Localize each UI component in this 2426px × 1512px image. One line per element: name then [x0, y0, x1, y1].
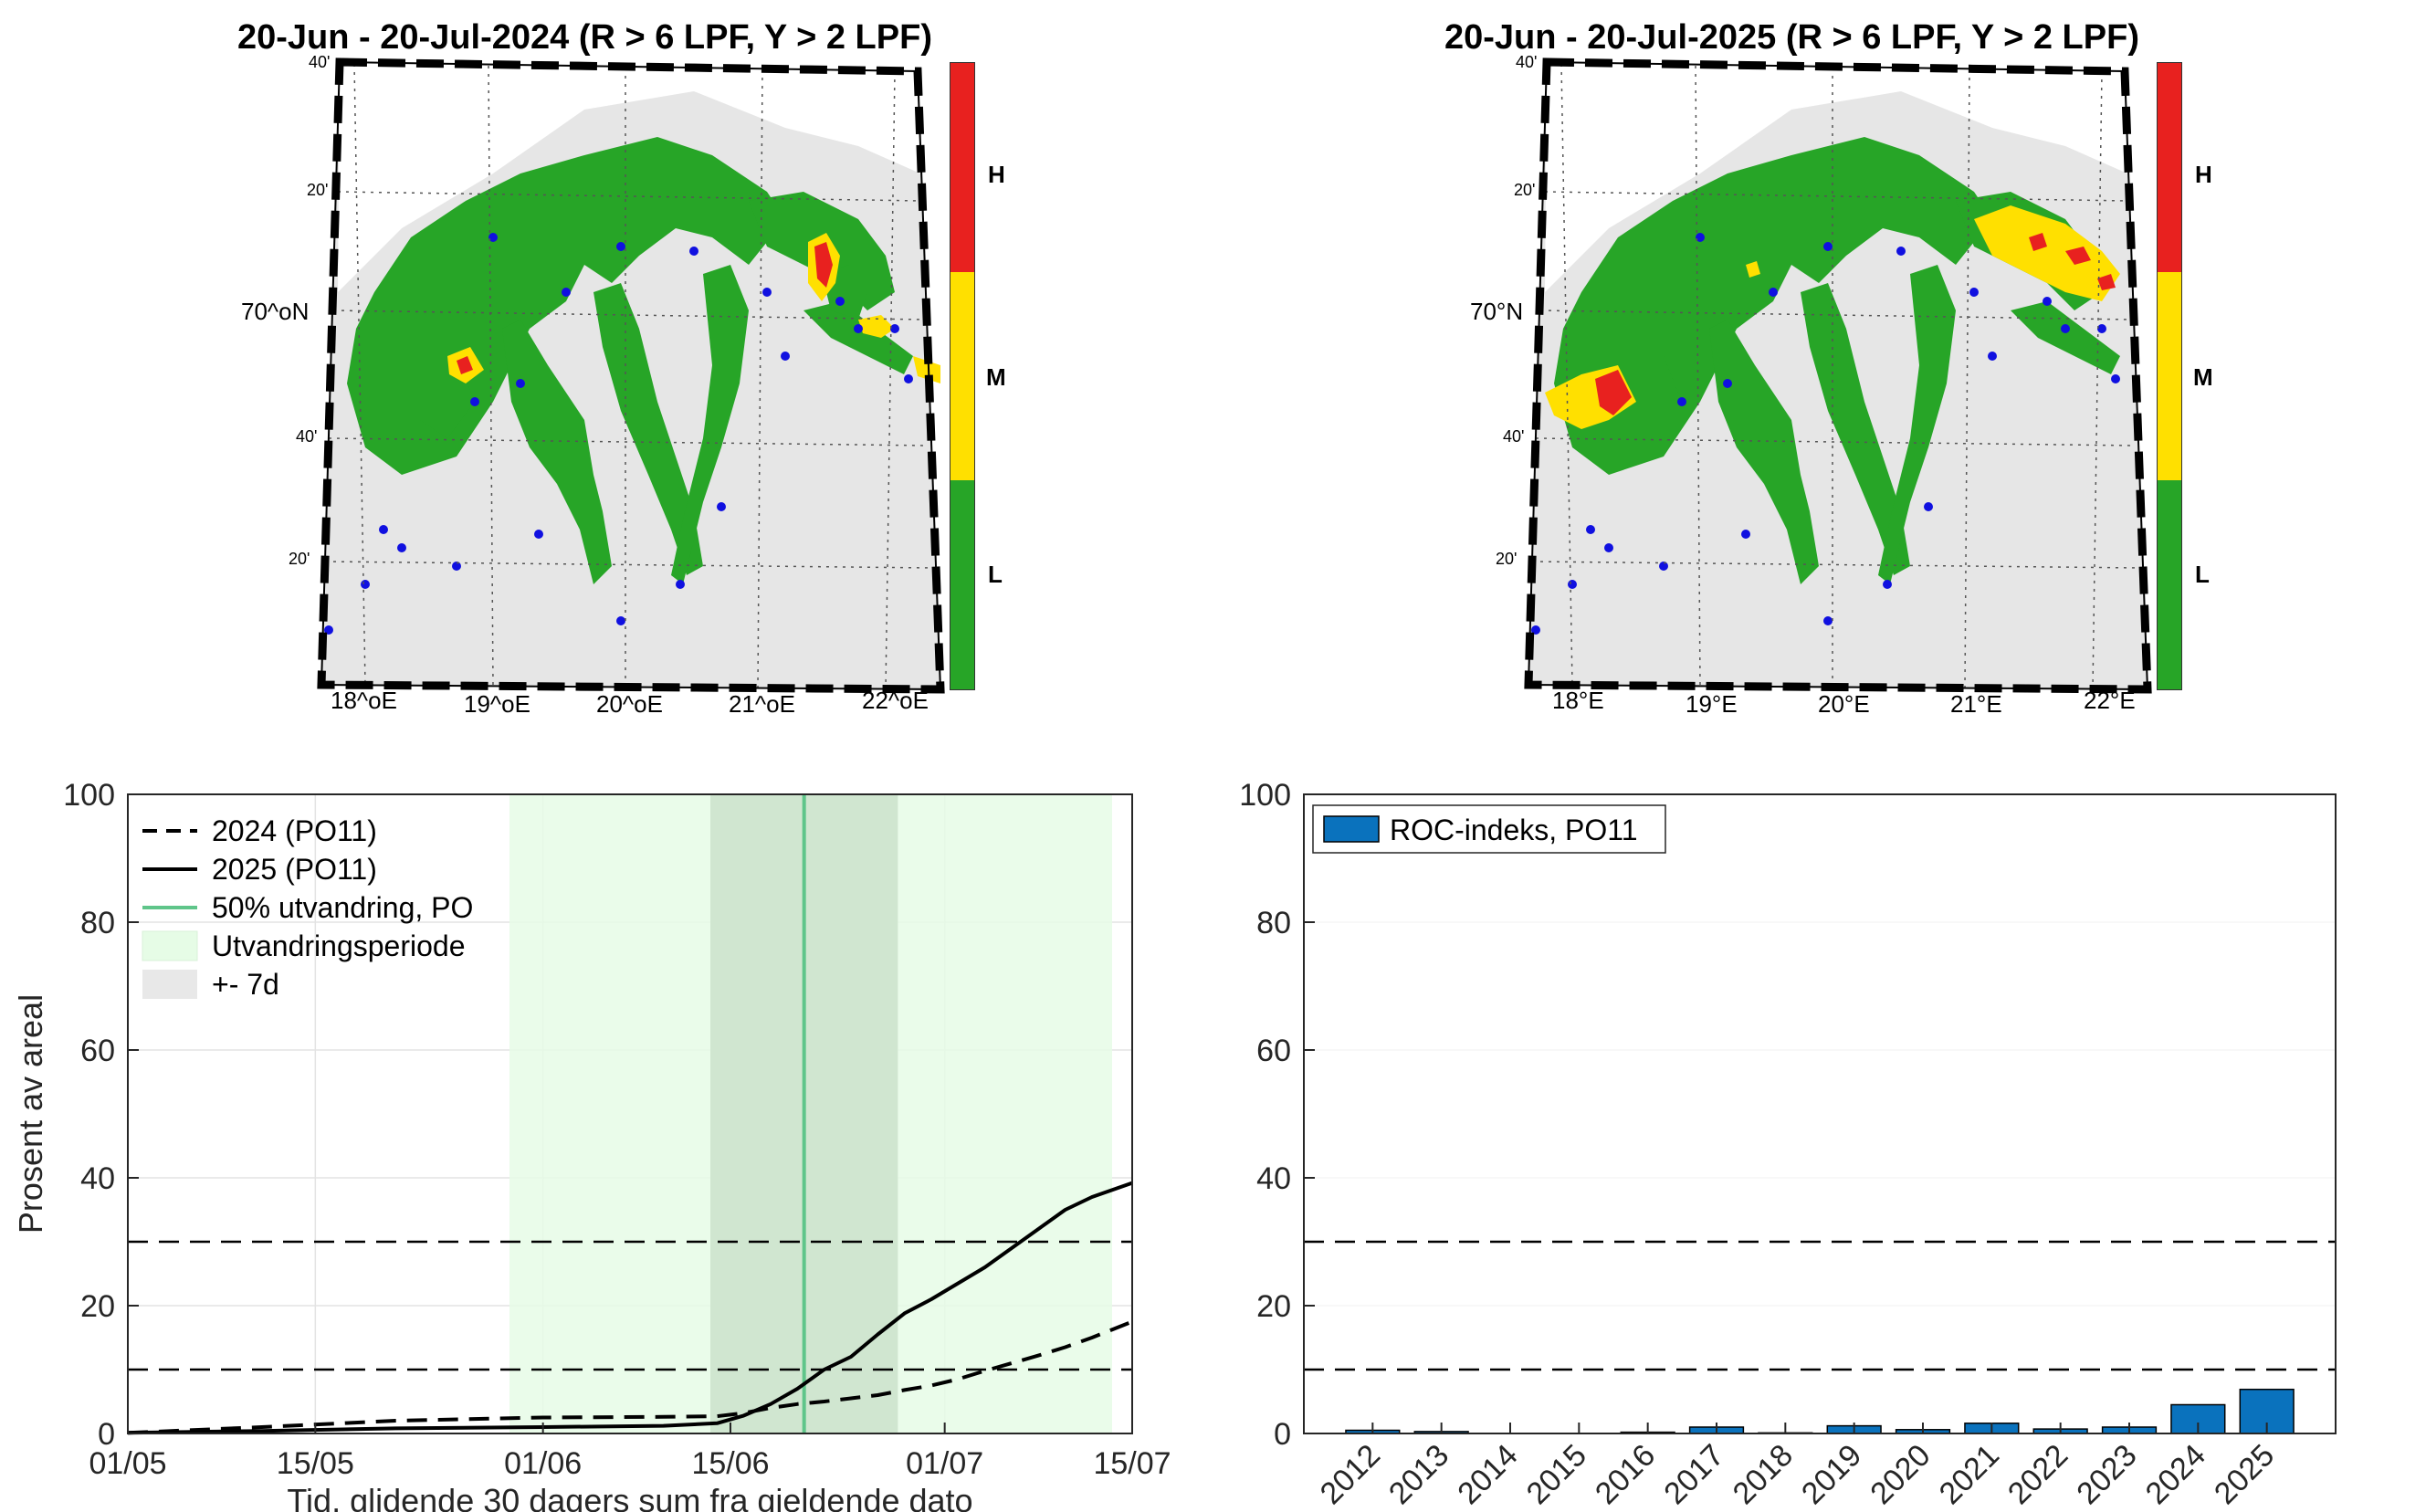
colorbar-label-low: L — [2195, 561, 2210, 588]
y-tick-label: 40 — [1256, 1161, 1291, 1196]
graticule — [1531, 63, 2141, 690]
x-tick-label: 2015 — [1520, 1438, 1593, 1511]
colorbar-label-medium: M — [986, 363, 1006, 391]
lon-label: 20^oE — [596, 690, 663, 718]
lat-minor-label: 20' — [307, 181, 329, 199]
x-tick-label: 2014 — [1451, 1438, 1524, 1511]
legend-label: 2024 (PO11) — [212, 814, 377, 847]
map-title-2024: 20-Jun - 20-Jul-2024 (R > 6 LPF, Y > 2 L… — [237, 18, 932, 57]
y-tick-label: 60 — [80, 1034, 115, 1068]
lat-main-label: 70^oN — [241, 298, 310, 325]
x-tick-label: 2019 — [1795, 1438, 1868, 1511]
colorbar-medium — [2158, 271, 2181, 481]
legend-swatch-grey — [142, 970, 197, 999]
x-tick-label: 2012 — [1314, 1438, 1387, 1511]
graticule — [324, 63, 934, 690]
y-tick-label: 20 — [1256, 1289, 1291, 1324]
y-tick-label: 0 — [1274, 1417, 1291, 1452]
bar-chart: 2012201320142015201620172018201920202021… — [1239, 778, 2337, 1511]
legend-label: +- 7d — [212, 968, 279, 1001]
lat-minor-label: 40' — [1503, 427, 1525, 446]
x-tick-label: 2018 — [1727, 1438, 1800, 1511]
fjord-risk — [447, 233, 940, 383]
axes-box — [1303, 793, 2337, 1434]
map-title-2025: 20-Jun - 20-Jul-2025 (R > 6 LPF, Y > 2 L… — [1444, 18, 2139, 57]
lat-minor-label: 40' — [296, 427, 318, 446]
lon-label: 18°E — [1552, 687, 1604, 714]
lat-minor-label: 40' — [1516, 53, 1538, 71]
fjord-green — [347, 137, 913, 584]
axes-box — [127, 793, 1133, 1434]
lon-label: 18^oE — [331, 687, 397, 714]
lon-label: 19°E — [1686, 690, 1738, 718]
colorbar-label-high: H — [2195, 161, 2212, 188]
lat-main-label: 70°N — [1470, 298, 1524, 325]
y-axis-label: Prosent av areal — [12, 994, 49, 1234]
lat-minor-label: 20' — [289, 550, 310, 568]
lat-minor-label: 20' — [1496, 550, 1518, 568]
legend-label: Utvandringsperiode — [212, 929, 466, 962]
x-tick-label: 15/05 — [277, 1446, 354, 1481]
y-tick-label: 20 — [80, 1289, 115, 1324]
y-tick-label: 60 — [1256, 1034, 1291, 1068]
x-tick-label: 01/07 — [906, 1446, 983, 1481]
x-tick-label: 2020 — [1864, 1438, 1937, 1511]
x-tick-label: 15/06 — [691, 1446, 769, 1481]
map-2024 — [317, 58, 945, 694]
lon-label: 22°E — [2084, 687, 2136, 714]
colorbar-label-low: L — [988, 561, 1003, 588]
x-tick-label: 2013 — [1382, 1438, 1455, 1511]
open-sea — [338, 62, 920, 292]
x-axis-label: Tid, glidende 30 dagers sum fra gjeldend… — [287, 1482, 972, 1512]
legend-swatch-period — [142, 930, 198, 961]
x-tick-label: 2016 — [1589, 1438, 1662, 1511]
y-tick-label: 80 — [80, 906, 115, 940]
x-tick-label: 2021 — [1933, 1438, 2006, 1511]
x-tick-label: 01/05 — [89, 1446, 166, 1481]
lat-minor-label: 40' — [309, 53, 331, 71]
map-2025 — [1524, 58, 2152, 694]
series-line-2024 — [127, 1319, 1133, 1435]
colorbar-label-high: H — [988, 161, 1005, 188]
x-tick-label: 15/07 — [1093, 1446, 1171, 1481]
plot-area — [1304, 794, 2336, 1433]
fjord-green — [1554, 137, 2120, 584]
open-sea — [1545, 62, 2127, 292]
legend-label: 2025 (PO11) — [212, 853, 377, 886]
y-tick-label: 40 — [80, 1161, 115, 1196]
legend-swatch-bar — [1323, 815, 1380, 843]
line-chart: 0 20 40 60 80 100 01/05 15/05 01/06 15/06 01/07 15/… — [12, 778, 1171, 1512]
y-tick-label: 80 — [1256, 906, 1291, 940]
legend-label: ROC-indeks, PO11 — [1390, 814, 1638, 846]
lon-label: 21°E — [1950, 690, 2002, 718]
farm-sites — [1531, 233, 2120, 635]
x-tick-label: 2024 — [2139, 1438, 2212, 1511]
y-tick-label: 100 — [1239, 778, 1291, 813]
colorbar-high — [950, 63, 974, 272]
lat-minor-label: 20' — [1514, 181, 1536, 199]
colorbar-low — [950, 480, 974, 689]
lon-label: 20°E — [1818, 690, 1870, 718]
x-tick-label: 2017 — [1657, 1438, 1730, 1511]
legend-label: 50% utvandring, PO — [212, 891, 473, 924]
colorbar-medium — [950, 271, 974, 481]
colorbar-low — [2158, 480, 2181, 689]
x-tick-label: 01/06 — [504, 1446, 582, 1481]
x-tick-label: 2022 — [2001, 1438, 2074, 1511]
farm-sites — [324, 233, 913, 635]
colorbar-high — [2158, 63, 2181, 272]
fjord-risk — [1545, 205, 2120, 429]
series-line-2025 — [127, 1181, 1133, 1435]
y-tick-label: 0 — [98, 1417, 115, 1452]
colorbar-2025 — [2157, 62, 2182, 690]
colorbar-2024 — [950, 62, 975, 690]
lon-label: 21^oE — [729, 690, 795, 718]
colorbar-label-medium: M — [2193, 363, 2213, 391]
lon-label: 19^oE — [464, 690, 530, 718]
x-tick-label: 2025 — [2208, 1438, 2281, 1511]
y-tick-label: 100 — [63, 778, 115, 813]
x-tick-label: 2023 — [2070, 1438, 2143, 1511]
lon-label: 22^oE — [862, 687, 929, 714]
